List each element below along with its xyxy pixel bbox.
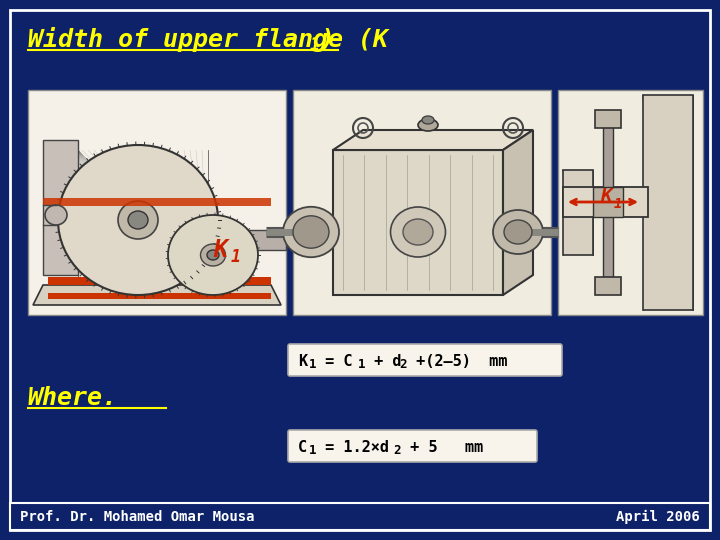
Bar [558, 90, 703, 315]
Bar [293, 90, 551, 315]
Bar [10, 503, 710, 530]
Ellipse shape [128, 211, 148, 229]
Ellipse shape [418, 119, 438, 131]
Ellipse shape [390, 207, 446, 257]
Text: = 1.2×d: = 1.2×d [316, 440, 389, 455]
Text: Width of upper flange (K: Width of upper flange (K [28, 28, 388, 52]
Ellipse shape [403, 219, 433, 245]
Ellipse shape [118, 201, 158, 239]
Text: ): ) [320, 28, 335, 52]
Ellipse shape [45, 205, 67, 225]
FancyBboxPatch shape [288, 344, 562, 376]
Bar [603, 120, 613, 285]
Text: 1: 1 [309, 359, 317, 372]
Text: 1: 1 [231, 248, 241, 266]
Text: 1: 1 [614, 197, 622, 211]
Ellipse shape [168, 215, 258, 295]
Text: C: C [298, 440, 307, 455]
Text: + d: + d [365, 354, 402, 368]
Text: K: K [298, 354, 307, 368]
Bar [563, 187, 648, 217]
Ellipse shape [200, 244, 225, 266]
FancyBboxPatch shape [288, 430, 537, 462]
Ellipse shape [293, 216, 329, 248]
Bar [43, 198, 271, 206]
Text: + 5   mm: + 5 mm [401, 440, 483, 455]
Ellipse shape [493, 210, 543, 254]
Polygon shape [33, 285, 281, 305]
Ellipse shape [422, 116, 434, 124]
Bar [593, 187, 623, 217]
Text: April 2006: April 2006 [616, 510, 700, 524]
Polygon shape [333, 130, 533, 150]
Text: Where.: Where. [28, 386, 118, 410]
Text: Prof. Dr. Mohamed Omar Mousa: Prof. Dr. Mohamed Omar Mousa [20, 510, 254, 524]
Ellipse shape [207, 250, 219, 260]
Text: K: K [600, 187, 612, 206]
Ellipse shape [504, 220, 532, 244]
Polygon shape [503, 130, 533, 295]
Bar [28, 90, 286, 315]
Text: K: K [213, 238, 228, 262]
Text: 2: 2 [399, 359, 407, 372]
Bar [226, 230, 286, 250]
Text: = C: = C [316, 354, 353, 368]
Bar [333, 150, 503, 295]
Text: +(2–5)  mm: +(2–5) mm [407, 354, 508, 368]
Bar [595, 277, 621, 295]
Text: 1: 1 [310, 36, 320, 54]
Ellipse shape [58, 145, 218, 295]
Bar [643, 95, 693, 310]
Text: 1: 1 [358, 359, 366, 372]
Bar [48, 293, 271, 299]
Bar [595, 110, 621, 128]
Text: 1: 1 [309, 444, 317, 457]
Bar [43, 140, 78, 275]
Bar [48, 277, 271, 285]
Bar [563, 170, 593, 255]
Ellipse shape [283, 207, 339, 257]
Text: 2: 2 [393, 444, 400, 457]
